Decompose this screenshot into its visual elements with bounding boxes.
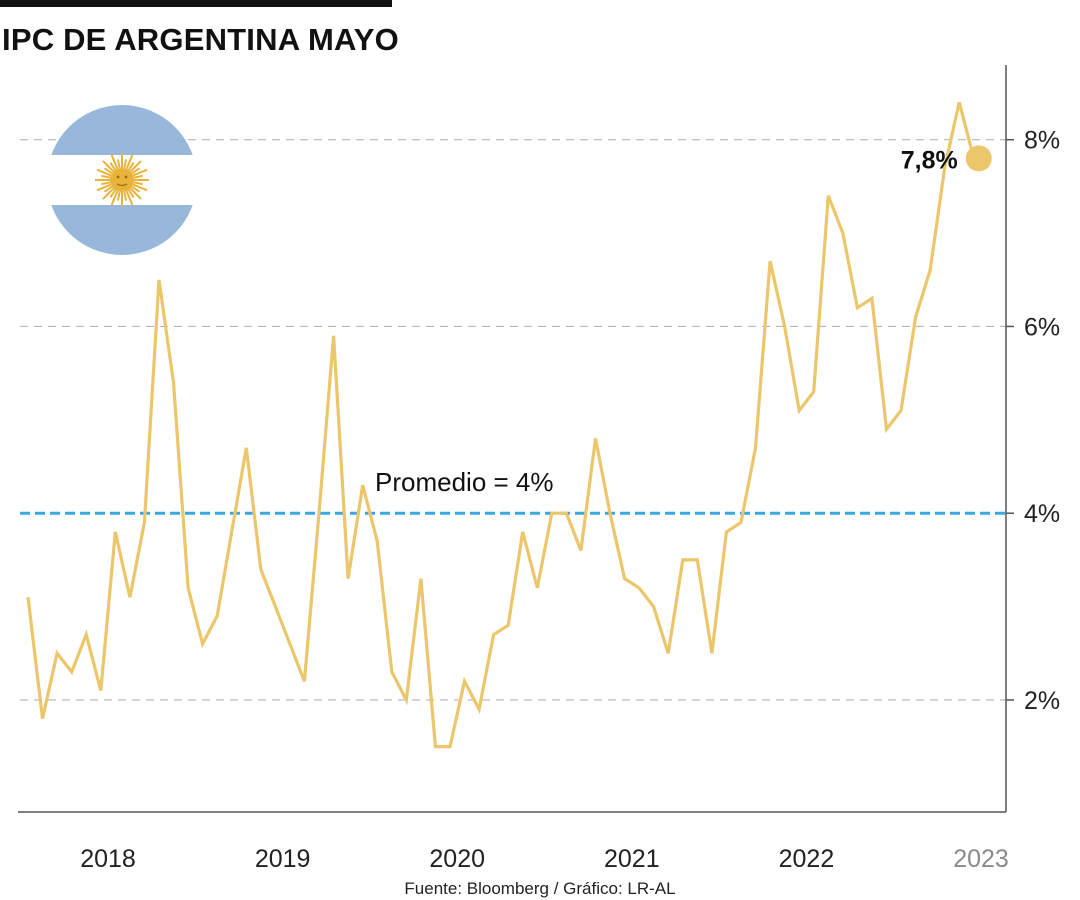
sun-ray [102, 160, 115, 173]
sun-ray [109, 161, 117, 171]
sun-ray [101, 181, 111, 186]
flag-bottom-stripe [47, 205, 197, 255]
sun-disc [110, 168, 134, 192]
argentina-flag-icon [47, 105, 197, 255]
source-note: Fuente: Bloomberg / Gráfico: LR-AL [404, 879, 675, 898]
sun-ray [132, 183, 148, 192]
sun-ray [110, 190, 119, 206]
sun-ray [102, 187, 115, 200]
chart-title: IPC DE ARGENTINA MAYO [2, 22, 399, 57]
grid-lines [20, 139, 1006, 701]
sun-ray [129, 160, 142, 173]
average-label: Promedio = 4% [375, 467, 553, 497]
sun-ray [123, 191, 128, 201]
series-ipc: 7,8% [26, 101, 992, 749]
y-tick-label: 2% [1024, 687, 1060, 715]
sun-ray [96, 183, 112, 192]
sun-of-may-icon [95, 153, 149, 207]
x-year-label: 2020 [429, 845, 485, 873]
sun-ray [103, 167, 113, 175]
sun-ray [131, 167, 141, 175]
sun-ray [110, 154, 119, 170]
sun-ray [131, 185, 141, 193]
y-tick-label: 4% [1024, 500, 1060, 528]
sun-ray [127, 189, 135, 199]
last-value-label: 7,8% [901, 146, 958, 174]
series-line-ipc [26, 101, 976, 749]
sun-ray [123, 159, 128, 169]
sun-ray [129, 187, 142, 200]
x-year-label: 2021 [604, 845, 660, 873]
sun-ray [109, 189, 117, 199]
y-tick-label: 6% [1024, 313, 1060, 341]
x-year-label: 2022 [779, 845, 835, 873]
last-value-marker [965, 145, 992, 172]
sun-ray [133, 174, 143, 179]
x-year-label: 2019 [255, 845, 311, 873]
y-axis-tick-labels: 2% 4% 6% 8% [1006, 127, 1060, 715]
x-year-label: 2023 [953, 845, 1009, 873]
title-top-rule [0, 0, 392, 7]
sun-ray [127, 161, 135, 171]
y-tick-label: 8% [1024, 127, 1060, 155]
flag-top-stripe [47, 105, 197, 155]
sun-ray [132, 168, 148, 177]
sun-ray [125, 190, 134, 206]
average-reference: Promedio = 4% [20, 467, 1006, 515]
sun-ray [133, 181, 143, 186]
sun-ray [96, 168, 112, 177]
x-axis-year-labels: 2018 2019 2020 2021 2022 2023 [80, 845, 1009, 873]
sun-ray [101, 174, 111, 179]
sun-ray [103, 185, 113, 193]
sun-ray [125, 154, 134, 170]
x-year-label: 2018 [80, 845, 136, 873]
sun-ray [116, 159, 121, 169]
sun-ray [116, 191, 121, 201]
